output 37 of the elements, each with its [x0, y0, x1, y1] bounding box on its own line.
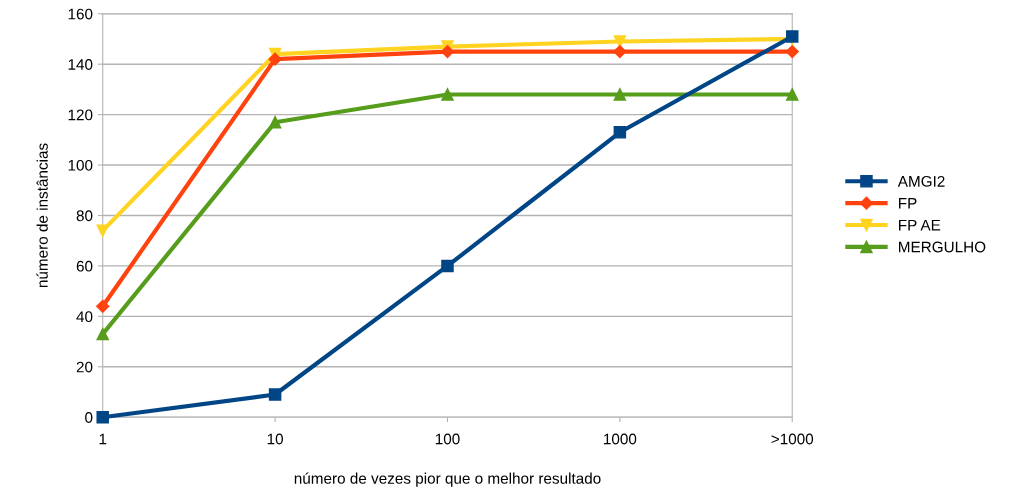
- x-axis-title: número de vezes pior que o melhor resultado: [294, 472, 601, 487]
- point: [96, 299, 110, 313]
- point: [785, 88, 799, 101]
- x-tick-label: 1000: [604, 433, 637, 445]
- legend-label: FP AE: [899, 219, 941, 231]
- y-tick-label: 80: [76, 210, 93, 222]
- legend-label: FP: [899, 198, 917, 209]
- y-tick-label: 160: [68, 8, 93, 20]
- point: [96, 224, 109, 237]
- y-tick-label: 120: [68, 109, 93, 121]
- point: [268, 52, 282, 66]
- y-tick-label: 0: [85, 412, 93, 423]
- y-axis-title: número de instâncias: [36, 143, 48, 288]
- point: [96, 410, 109, 424]
- point: [613, 35, 627, 48]
- legend-label: MERGULHO: [899, 241, 986, 253]
- legend-label: AMGI2: [897, 175, 945, 187]
- x-tick-label: >1000: [771, 433, 814, 445]
- y-tick-label: 20: [76, 361, 93, 373]
- y-tick-label: 40: [76, 311, 93, 323]
- x-tick-label: 10: [267, 433, 283, 445]
- point: [268, 115, 282, 129]
- point: [613, 45, 627, 59]
- point: [440, 45, 455, 59]
- x-tick-label: 100: [435, 433, 460, 445]
- y-tick-label: 60: [76, 260, 93, 272]
- y-tick-label: 140: [68, 59, 93, 70]
- point: [613, 88, 627, 101]
- y-tick-label: 100: [68, 159, 93, 171]
- point: [441, 259, 454, 273]
- point: [613, 126, 627, 139]
- point: [268, 388, 282, 401]
- point: [96, 327, 109, 341]
- point: [785, 45, 799, 59]
- point: [785, 30, 799, 43]
- point: [441, 88, 454, 101]
- x-tick-label: 1: [99, 433, 107, 445]
